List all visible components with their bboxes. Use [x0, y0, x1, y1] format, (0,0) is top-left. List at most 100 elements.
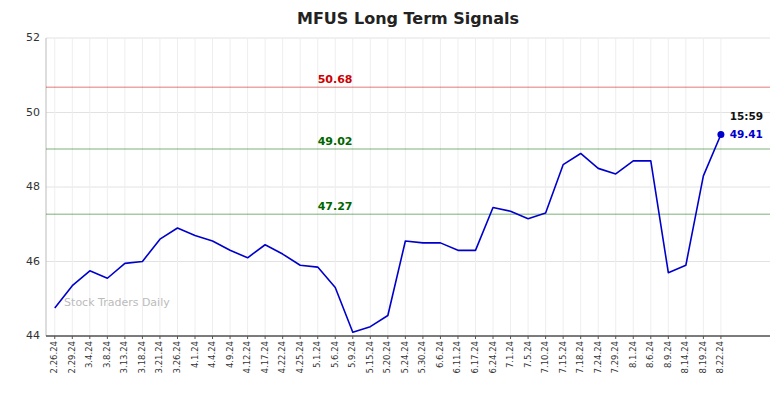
x-tick-label: 4.1.24 [190, 341, 200, 368]
last-point [717, 131, 724, 138]
x-tick-label: 8.6.24 [645, 341, 655, 368]
x-tick [335, 336, 336, 339]
x-grid-line [405, 38, 406, 336]
x-tick [422, 336, 423, 339]
chart: MFUS Long Term SignalsStock Traders Dail… [0, 0, 784, 398]
y-tick-label: 50 [26, 106, 40, 119]
y-grid-line [46, 38, 770, 39]
x-grid-line [282, 38, 283, 336]
x-tick [563, 336, 564, 339]
x-tick [633, 336, 634, 339]
x-grid-line [650, 38, 651, 336]
x-tick-label: 2.26.24 [49, 341, 59, 373]
y-grid-line [46, 261, 770, 262]
x-grid-line [54, 38, 55, 336]
x-tick-label: 4.4.24 [207, 341, 217, 368]
x-tick-label: 3.13.24 [119, 341, 129, 373]
x-tick [195, 336, 196, 339]
reference-lines [46, 87, 770, 214]
x-tick [282, 336, 283, 339]
x-tick [230, 336, 231, 339]
x-grid-line [510, 38, 511, 336]
x-tick [247, 336, 248, 339]
x-tick-label: 7.15.24 [558, 341, 568, 373]
x-tick-label: 5.15.24 [365, 341, 375, 373]
x-grid-line [633, 38, 634, 336]
x-tick [177, 336, 178, 339]
x-tick [703, 336, 704, 339]
last-price-label: 49.41 [730, 128, 763, 140]
x-axis-line [46, 335, 770, 337]
y-grid-line [46, 112, 770, 113]
x-tick-label: 4.22.24 [277, 341, 287, 373]
x-grid-line [668, 38, 669, 336]
y-tick-label: 46 [26, 255, 40, 268]
x-grid-line [720, 38, 721, 336]
x-grid-line [703, 38, 704, 336]
y-grid-line [46, 336, 770, 337]
x-tick [668, 336, 669, 339]
x-tick [387, 336, 388, 339]
x-grid-line [230, 38, 231, 336]
x-tick-label: 3.18.24 [137, 341, 147, 373]
x-tick-label: 5.30.24 [417, 341, 427, 373]
x-grid-line [528, 38, 529, 336]
x-grid-line [300, 38, 301, 336]
x-tick [265, 336, 266, 339]
x-tick [528, 336, 529, 339]
x-tick [72, 336, 73, 339]
x-tick-label: 7.10.24 [540, 341, 550, 373]
x-tick [545, 336, 546, 339]
x-tick-label: 3.26.24 [172, 341, 182, 373]
x-tick-label: 4.25.24 [295, 341, 305, 373]
x-grid-line [124, 38, 125, 336]
y-grid-line [46, 187, 770, 188]
price-line [55, 134, 721, 332]
x-tick-label: 5.20.24 [382, 341, 392, 373]
x-grid-line [212, 38, 213, 336]
x-tick-label: 8.22.24 [715, 341, 725, 373]
x-grid-line [195, 38, 196, 336]
y-tick-label: 44 [26, 329, 40, 342]
x-tick-label: 3.21.24 [154, 341, 164, 373]
x-tick-label: 7.1.24 [505, 341, 515, 368]
x-tick [475, 336, 476, 339]
x-tick-label: 8.1.24 [628, 341, 638, 368]
x-grid-line [72, 38, 73, 336]
x-tick-label: 8.9.24 [663, 341, 673, 368]
x-grid-line [685, 38, 686, 336]
x-tick-label: 7.24.24 [593, 341, 603, 373]
x-tick [440, 336, 441, 339]
x-grid-line [422, 38, 423, 336]
reference-line-label: 47.27 [318, 200, 353, 213]
x-tick [580, 336, 581, 339]
x-tick [598, 336, 599, 339]
x-tick-label: 2.29.24 [67, 341, 77, 373]
x-tick-label: 6.11.24 [452, 341, 462, 373]
x-grid-line [615, 38, 616, 336]
x-tick [159, 336, 160, 339]
x-tick [89, 336, 90, 339]
x-tick [142, 336, 143, 339]
x-grid-line [177, 38, 178, 336]
series [55, 131, 725, 332]
x-tick [720, 336, 721, 339]
x-tick [510, 336, 511, 339]
x-grid-line [265, 38, 266, 336]
x-tick-label: 5.24.24 [400, 341, 410, 373]
x-tick-label: 8.19.24 [698, 341, 708, 373]
x-tick-label: 4.12.24 [242, 341, 252, 373]
reference-line-label: 50.68 [318, 73, 353, 86]
x-tick-label: 7.5.24 [523, 341, 533, 368]
x-tick-label: 5.9.24 [347, 341, 357, 368]
last-time-label: 15:59 [730, 110, 763, 122]
x-grid-line [370, 38, 371, 336]
y-tick-label: 52 [26, 31, 40, 44]
grid [46, 38, 770, 336]
x-grid-line [475, 38, 476, 336]
x-tick [493, 336, 494, 339]
x-grid-line [89, 38, 90, 336]
x-tick-label: 7.18.24 [575, 341, 585, 373]
x-tick [124, 336, 125, 339]
x-tick-label: 5.6.24 [330, 341, 340, 368]
